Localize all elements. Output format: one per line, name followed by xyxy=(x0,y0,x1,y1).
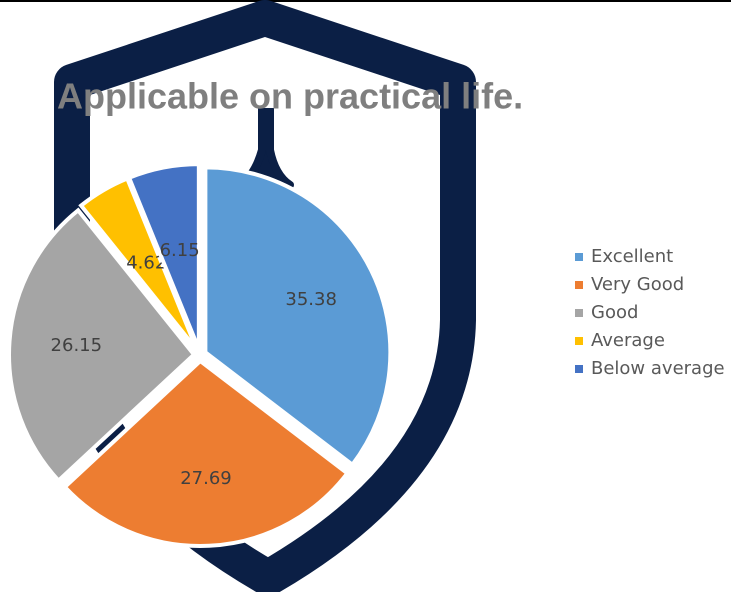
data-label: 6.15 xyxy=(160,240,200,261)
pie-slice xyxy=(126,162,201,350)
data-label: 27.69 xyxy=(180,468,232,489)
legend-label: Good xyxy=(591,302,638,323)
data-label: 35.38 xyxy=(285,289,337,310)
legend-label: Excellent xyxy=(591,246,673,267)
legend-marker xyxy=(575,337,583,345)
legend: Excellent Very Good Good Average Below avera… xyxy=(575,246,725,379)
legend-label: Below average xyxy=(591,358,725,379)
legend-marker xyxy=(575,365,583,373)
pie-slice xyxy=(7,207,197,484)
data-label: 4.62 xyxy=(126,253,166,274)
legend-marker xyxy=(575,281,583,289)
pie: 35.38 27.69 26.15 4.626.15 xyxy=(7,162,393,548)
chart-title: Applicable on practical life. xyxy=(57,76,523,117)
pie-slice xyxy=(61,358,351,548)
legend-marker xyxy=(575,309,583,317)
legend-label: Very Good xyxy=(591,274,684,295)
legend-marker xyxy=(575,253,583,261)
pie-slice xyxy=(78,175,199,352)
legend-label: Average xyxy=(591,330,665,351)
data-label: 26.15 xyxy=(51,335,103,356)
pie-slice xyxy=(203,165,393,468)
